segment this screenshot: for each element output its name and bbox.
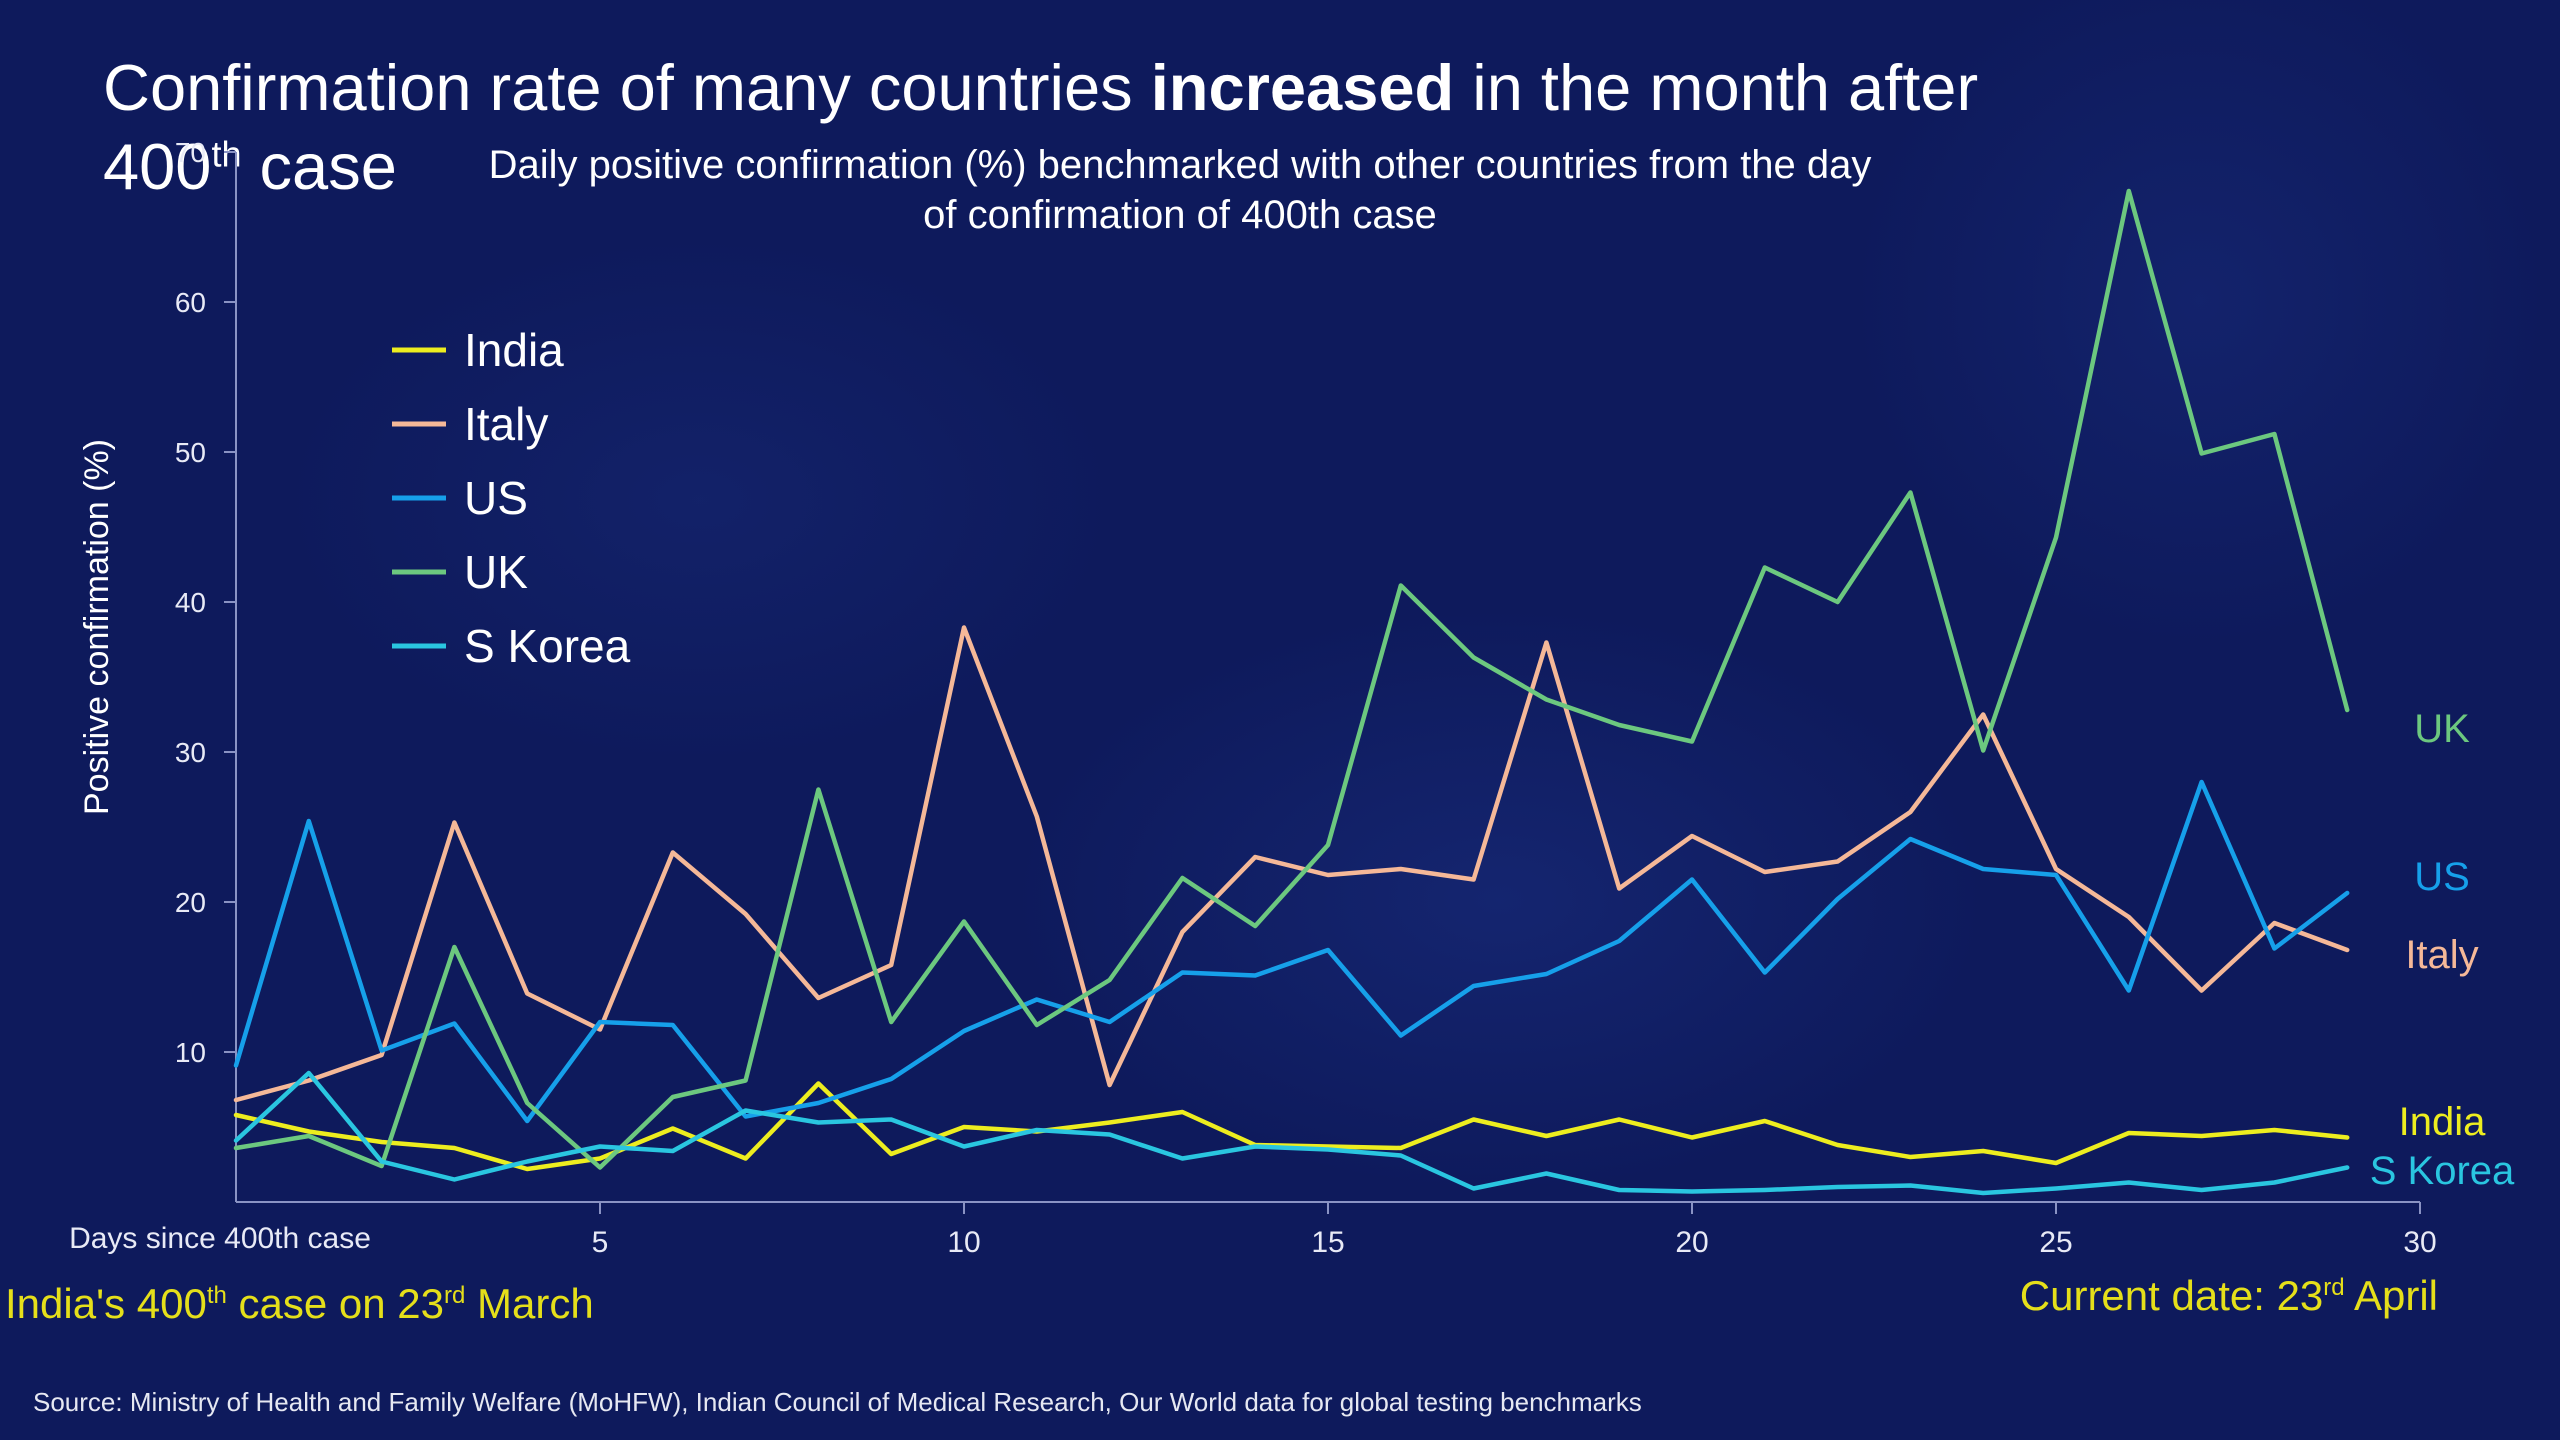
title-line-1: Confirmation rate of many countries incr… (103, 48, 1978, 127)
title-case-word: case (241, 130, 397, 204)
y-tick-label: 20 (175, 887, 206, 918)
source-footnote: Source: Ministry of Health and Family We… (33, 1387, 1642, 1417)
current-note-sup: rd (2323, 1274, 2345, 1301)
x-tick-label: 25 (2039, 1226, 2072, 1259)
end-label-uk: UK (2414, 707, 2470, 751)
start-note-sup-1: th (206, 1282, 227, 1309)
series-line-us (233, 779, 2350, 1124)
legend-label-italy: Italy (464, 398, 548, 450)
x-tick-label: 5 (592, 1226, 609, 1259)
y-tick-label: 40 (175, 587, 206, 618)
start-note-sup-2: rd (444, 1282, 466, 1309)
end-label-italy: Italy (2405, 933, 2478, 977)
title-part-1: Confirmation rate of many countries (103, 51, 1151, 124)
series-line-italy (233, 625, 2350, 1103)
start-note-text-3: March (465, 1280, 594, 1327)
x-tick-label: 15 (1311, 1226, 1344, 1259)
x-tick-label: 20 (1675, 1226, 1708, 1259)
y-tick-label: 60 (175, 287, 206, 318)
y-tick-label: 50 (175, 437, 206, 468)
page-title: Confirmation rate of many countries incr… (103, 48, 1978, 207)
start-date-note: India's 400th case on 23rd March (5, 1280, 594, 1328)
start-note-text-1: India's 400 (5, 1280, 207, 1327)
chart-title-line-1: Daily positive confirmation (%) benchmar… (489, 143, 1872, 187)
series-line-s-korea (233, 1070, 2350, 1196)
legend-label-uk: UK (464, 546, 528, 598)
legend-label-s-korea: S Korea (464, 620, 631, 672)
chart-title-line-2: of confirmation of 400th case (923, 193, 1437, 237)
series-line-uk (233, 188, 2350, 1170)
title-bold-word: increased (1150, 51, 1455, 124)
x-axis-label: Days since 400th case (69, 1222, 371, 1255)
legend-label-us: US (464, 472, 528, 524)
start-note-text-2: case on 23 (226, 1280, 445, 1327)
end-label-india: India (2399, 1100, 2486, 1144)
y-tick-label: 30 (175, 737, 206, 768)
y-tick-label: 10 (175, 1037, 206, 1068)
end-label-us: US (2414, 855, 2470, 899)
y-axis-label: Positive confirmation (%) (78, 439, 116, 815)
current-note-text-2: April (2344, 1272, 2438, 1319)
title-part-2: in the month after (1454, 51, 1979, 124)
legend-label-india: India (464, 324, 564, 376)
y-tick-label: 70 (175, 137, 206, 168)
current-date-note: Current date: 23rd April (2020, 1272, 2438, 1320)
x-tick-label: 30 (2403, 1226, 2436, 1259)
current-note-text-1: Current date: 23 (2019, 1272, 2324, 1319)
end-label-s-korea: S Korea (2370, 1149, 2515, 1193)
x-tick-label: 10 (947, 1226, 980, 1259)
title-number: 400 (103, 130, 212, 204)
